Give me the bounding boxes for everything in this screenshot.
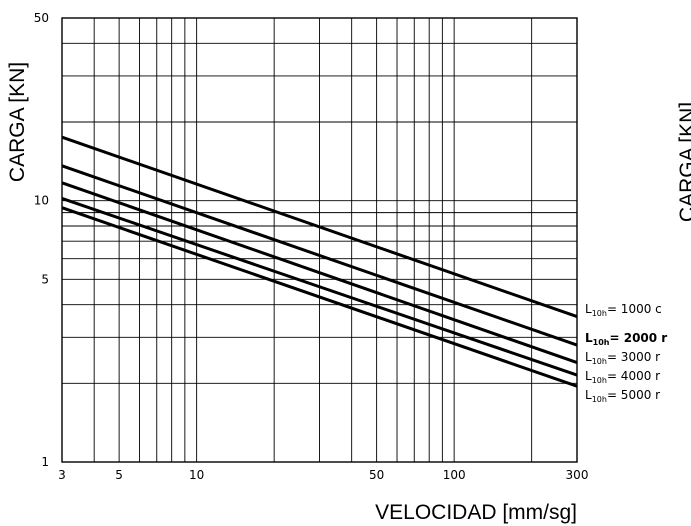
chart-series-group xyxy=(61,135,578,388)
series-line xyxy=(61,196,578,377)
legend-entry-label: L10h= 4000 r xyxy=(585,369,660,385)
x-tick-label: 50 xyxy=(369,468,384,482)
x-tick-label: 100 xyxy=(443,468,466,482)
y-axis-title: CARGA [KN] xyxy=(6,62,29,182)
chart-grid xyxy=(62,18,577,462)
y-tick-label: 5 xyxy=(41,272,49,286)
plot-frame xyxy=(61,17,578,463)
series-line xyxy=(61,164,578,347)
x-tick-label: 3 xyxy=(58,468,66,482)
y-tick-label: 50 xyxy=(34,11,49,25)
legend-entry-label: L10h= 3000 r xyxy=(585,350,660,366)
x-tick-label: 5 xyxy=(115,468,123,482)
y-tick-label: 10 xyxy=(34,194,49,208)
x-tick-label: 300 xyxy=(566,468,589,482)
series-line xyxy=(61,135,578,319)
series-line xyxy=(61,181,578,365)
x-axis-title: VELOCIDAD [mm/sg] xyxy=(375,501,577,524)
series-line xyxy=(61,206,578,388)
legend-entry-label: L10h= 5000 r xyxy=(585,388,660,404)
legend: L10h= 1000 c L10h= 2000 r L10h= 3000 r L10h… xyxy=(585,302,667,404)
legend-entry-label: L10h= 2000 r xyxy=(585,331,667,347)
y-tick-label: 1 xyxy=(41,455,49,469)
tick-labels: 3 5 10 50 100 300 1 5 10 50 xyxy=(34,11,589,482)
legend-entry-label: L10h= 1000 c xyxy=(585,302,662,318)
second-chart-y-axis-title: CARGA [KN] xyxy=(676,102,691,222)
x-tick-label: 10 xyxy=(189,468,204,482)
